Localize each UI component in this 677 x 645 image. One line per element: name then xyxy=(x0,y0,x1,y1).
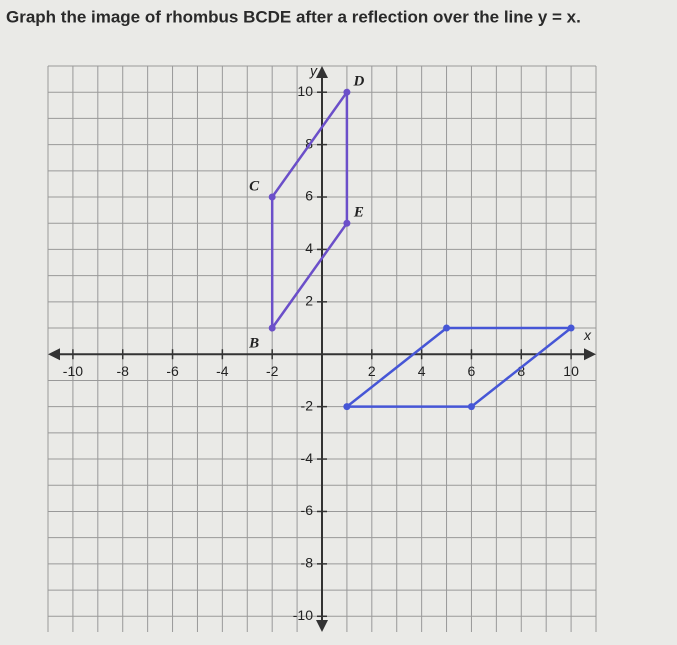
vertex xyxy=(343,403,351,411)
y-tick-label: -10 xyxy=(293,607,313,623)
x-axis-label: x xyxy=(583,327,592,343)
vertex xyxy=(343,219,351,227)
vertex xyxy=(567,324,575,332)
vertex-label: D xyxy=(352,74,364,90)
y-tick-label: 2 xyxy=(305,293,313,309)
y-tick-label: 6 xyxy=(305,188,313,204)
y-tick-label: -4 xyxy=(301,450,314,466)
vertex-label: B xyxy=(248,335,259,351)
x-tick-label: 10 xyxy=(563,363,579,379)
x-tick-label: 8 xyxy=(517,363,525,379)
y-tick-label: 4 xyxy=(305,240,313,256)
vertex xyxy=(343,88,351,96)
vertex xyxy=(467,403,475,411)
y-tick-label: -2 xyxy=(301,397,314,413)
vertex xyxy=(268,193,276,201)
x-tick-label: -6 xyxy=(166,363,179,379)
x-tick-label: -10 xyxy=(63,363,83,379)
vertex-label: E xyxy=(353,205,364,221)
y-axis-label: y xyxy=(309,63,318,79)
vertex xyxy=(443,324,451,332)
x-tick-label: -8 xyxy=(117,363,130,379)
y-tick-label: -6 xyxy=(301,502,314,518)
vertex-label: C xyxy=(249,178,260,194)
y-tick-label: -8 xyxy=(301,555,314,571)
x-tick-label: 4 xyxy=(418,363,426,379)
x-tick-label: -2 xyxy=(266,363,279,379)
x-tick-label: 2 xyxy=(368,363,376,379)
y-tick-label: 10 xyxy=(297,83,313,99)
vertex xyxy=(268,324,276,332)
x-tick-label: 6 xyxy=(468,363,476,379)
question: Graph the image of rhombus BCDE after a … xyxy=(6,7,581,26)
x-tick-label: -4 xyxy=(216,363,229,379)
